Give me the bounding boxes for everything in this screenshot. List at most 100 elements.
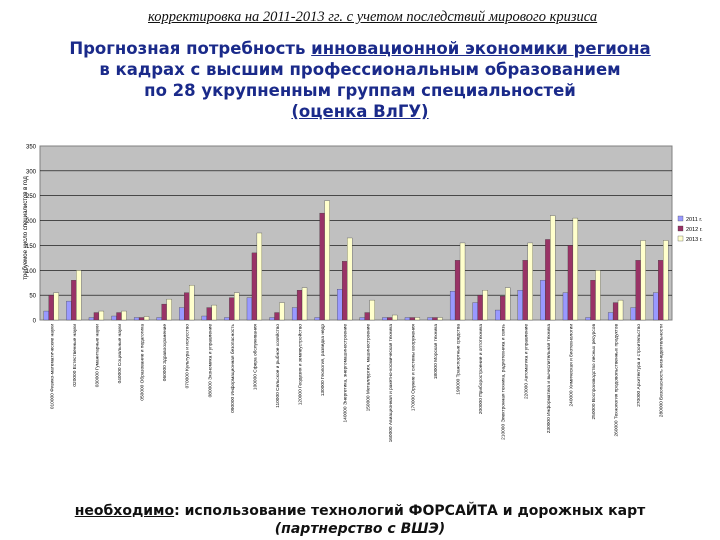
bar-3-18	[437, 317, 443, 321]
bar-1-14	[337, 289, 343, 321]
bar-1-26	[607, 312, 614, 321]
x-tick-label: 280000 Безопасность жизнедеятельности	[659, 324, 665, 417]
title-line-4: (оценка ВлГУ)	[291, 102, 429, 121]
x-tick-label: 120000 Геодезия и землеустройство	[297, 324, 304, 406]
bar-2-28	[658, 260, 664, 321]
bar-3-10	[256, 232, 263, 321]
legend-swatch-1	[677, 215, 684, 222]
bar-3-26	[617, 299, 624, 321]
footer-line-2: (партнерство с ВШЭ)	[274, 521, 446, 537]
legend-swatch-2	[677, 225, 684, 232]
title-line-1-underlined: инновационной экономики региона	[311, 39, 651, 58]
bar-1-20	[472, 302, 478, 321]
bar-3-1	[53, 292, 59, 321]
bar-2-18	[432, 317, 438, 321]
bar-1-27	[630, 307, 636, 321]
bar-1-23	[540, 280, 546, 321]
bar-2-3	[93, 312, 100, 321]
bar-2-7	[184, 292, 190, 321]
y-axis-label: требуемое число специалистов в год	[23, 176, 29, 280]
y-tick-label: 50	[29, 294, 36, 300]
bar-1-2	[66, 300, 72, 321]
bar-2-15	[364, 312, 370, 321]
legend-swatch-3	[677, 235, 684, 242]
bar-1-6	[156, 317, 162, 321]
x-tick-label: 150000 Металлургия, машиностроение	[365, 324, 371, 412]
bar-3-9	[234, 292, 240, 321]
x-tick-label: 110000 Сельское и рыбное хозяйство	[274, 324, 281, 408]
bar-2-14	[342, 261, 348, 321]
bar-1-3	[88, 317, 95, 321]
bar-1-21	[495, 309, 501, 321]
title-line-2: в кадрах с высшим профессиональным образ…	[99, 60, 621, 79]
x-tick-label: 060000 Здравоохранение	[162, 324, 168, 382]
bar-3-28	[663, 240, 669, 321]
x-tick-label: 190000 Транспортные средства	[456, 324, 462, 395]
bar-1-10	[246, 297, 253, 321]
x-tick-label: 020000 Естественные науки	[72, 324, 78, 387]
title-line-1-prefix: Прогнозная потребность	[69, 39, 312, 58]
bar-1-5	[133, 317, 140, 321]
bar-1-1	[43, 310, 49, 321]
bar-1-12	[291, 307, 298, 321]
x-tick-label: 040000 Социальные науки	[117, 324, 123, 384]
bar-3-13	[324, 200, 330, 321]
bar-3-25	[595, 270, 601, 321]
bar-2-23	[545, 239, 551, 321]
plot-area	[39, 145, 673, 321]
bar-3-6	[166, 298, 172, 321]
bar-3-14	[347, 237, 353, 321]
legend-label-3: 2013 г.	[686, 237, 703, 243]
x-tick-label: 270000 Архитектура и строительство	[636, 324, 642, 407]
x-tick-label: 130000 Геология, разведка недр	[320, 324, 326, 397]
bar-1-19	[449, 291, 456, 321]
x-tick-label: 240000 Химическая и биотехнологии	[568, 324, 574, 407]
x-tick-label: 250000 Воспроизводство лесных ресурсов	[591, 324, 597, 420]
bar-2-20	[477, 294, 483, 321]
x-tick-label: 140000 Энергетика, энергомашиностроение	[343, 324, 349, 423]
bar-1-15	[359, 317, 365, 321]
bar-2-9	[229, 297, 235, 321]
bar-1-28	[653, 292, 659, 321]
bar-2-16	[387, 317, 393, 321]
bar-2-1	[48, 294, 54, 321]
bar-3-22	[527, 242, 533, 321]
bar-1-11	[269, 317, 275, 321]
footer-keyword: необходимо	[74, 503, 175, 519]
x-tick-label: 220000 Автоматика и управление	[523, 324, 529, 399]
bar-1-13	[314, 317, 320, 321]
bar-2-27	[635, 260, 641, 321]
bar-1-25	[585, 317, 591, 321]
bar-3-23	[550, 215, 556, 321]
bar-3-15	[369, 299, 375, 321]
bar-3-20	[482, 290, 488, 321]
y-tick-label: 200	[26, 219, 37, 225]
bar-3-8	[211, 304, 217, 321]
legend-label-2: 2012 г.	[686, 227, 703, 233]
y-tick-label: 100	[26, 269, 37, 275]
x-tick-label: 050000 Образование и педагогика	[140, 324, 146, 401]
x-tick-label: 090000 Информационная безопасность	[230, 324, 236, 413]
footer-line-1: необходимо: использование технологий ФОР…	[0, 503, 720, 519]
bar-2-25	[590, 280, 596, 321]
bar-1-4	[111, 315, 117, 321]
x-tick-label: 030000 Гуманитарные науки	[94, 324, 100, 388]
bar-2-5	[138, 317, 145, 321]
page-subtitle: корректировка на 2011-2013 гг. с учетом …	[148, 9, 598, 25]
bar-3-3	[98, 310, 105, 321]
y-tick-label: 0	[33, 319, 37, 325]
bar-3-19	[459, 242, 466, 321]
bar-3-21	[505, 287, 511, 321]
bar-3-5	[143, 316, 150, 321]
y-tick-label: 350	[26, 145, 37, 151]
x-tick-label: 080000 Экономика и управление	[207, 324, 213, 398]
bar-2-17	[409, 317, 416, 321]
x-tick-label: 070000 Культура и искусство	[185, 324, 191, 389]
page-title: Прогнозная потребность инновационной эко…	[30, 38, 690, 122]
bar-1-22	[517, 290, 523, 321]
title-line-3: по 28 укрупненным группам специальностей	[144, 81, 576, 100]
bar-2-8	[206, 307, 212, 321]
x-tick-label: 010000 Физико-математические науки	[49, 324, 55, 409]
bar-1-24	[562, 292, 569, 321]
bar-2-19	[454, 260, 461, 321]
